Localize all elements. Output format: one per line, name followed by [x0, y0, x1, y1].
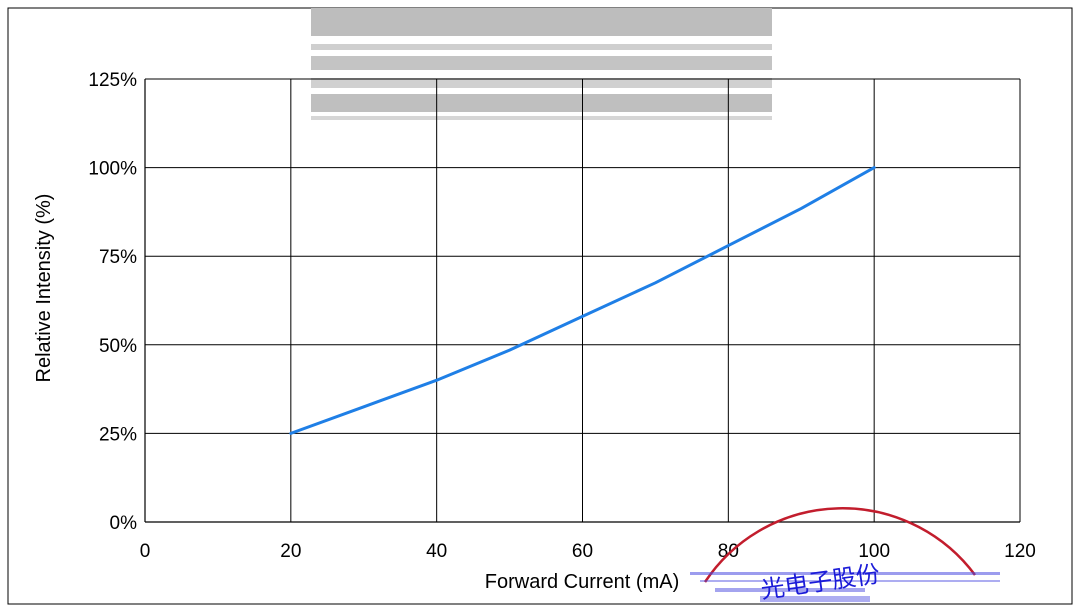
- x-tick-label: 40: [426, 541, 447, 562]
- data-point: [508, 349, 511, 351]
- x-tick-label: 20: [280, 541, 301, 562]
- data-point: [362, 406, 365, 408]
- x-axis-ticks: 0 20 40 60 80 100 120: [140, 541, 1036, 562]
- data-point: [727, 244, 730, 247]
- series: [289, 166, 876, 435]
- watermark-logo: [311, 8, 772, 120]
- x-tick-label: 80: [718, 541, 739, 562]
- data-point: [800, 207, 803, 210]
- data-point: [290, 432, 292, 435]
- y-axis-ticks: 0% 25% 50% 75% 100% 125%: [88, 70, 137, 534]
- x-axis-title: Forward Current (mA): [485, 571, 679, 593]
- y-tick-label: 50%: [99, 336, 137, 357]
- data-point: [654, 281, 657, 284]
- y-axis-title: Relative Intensity (%): [33, 194, 55, 383]
- x-tick-label: 100: [858, 541, 890, 562]
- axes: [144, 79, 1020, 523]
- x-tick-label: 60: [572, 541, 593, 562]
- y-tick-label: 75%: [99, 247, 137, 268]
- y-tick-label: 125%: [88, 70, 137, 91]
- grid: [145, 78, 1021, 522]
- y-tick-label: 100%: [88, 159, 137, 180]
- x-tick-label: 120: [1004, 541, 1036, 562]
- data-point: [873, 166, 875, 169]
- y-tick-label: 0%: [110, 513, 138, 534]
- data-point: [435, 379, 438, 382]
- x-tick-label: 0: [140, 541, 151, 562]
- data-point: [581, 315, 584, 318]
- y-tick-label: 25%: [99, 424, 137, 445]
